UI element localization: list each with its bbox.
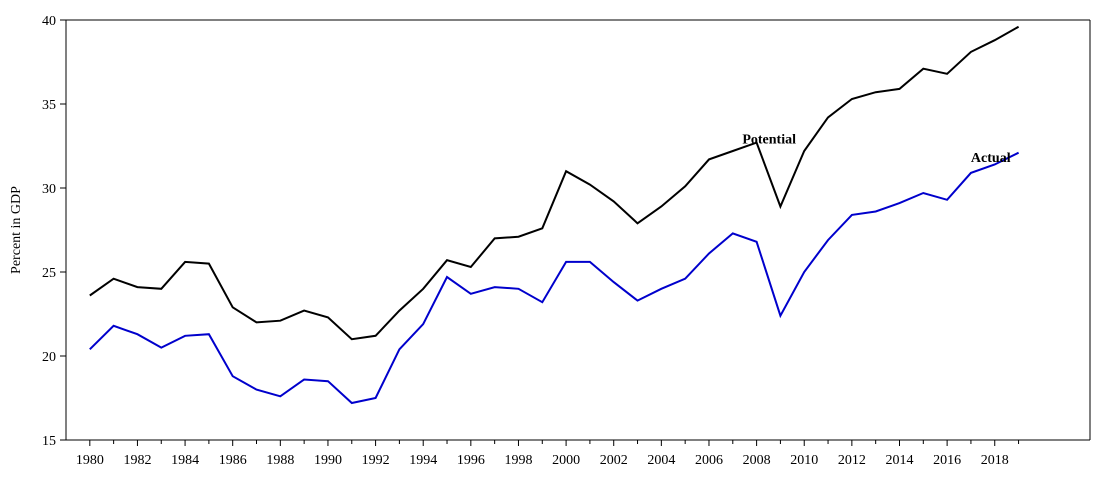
- x-tick-label: 1998: [504, 453, 532, 468]
- x-tick-label: 1984: [171, 453, 199, 468]
- x-tick-label: 1992: [362, 453, 390, 468]
- series-line-actual: [89, 151, 1020, 405]
- x-tick-label: 1990: [314, 453, 342, 468]
- y-tick-label: 30: [42, 182, 56, 197]
- x-tick-label: 2016: [933, 453, 961, 468]
- x-tick-label: 2004: [647, 453, 675, 468]
- x-tick-label: 2006: [695, 453, 723, 468]
- series-labels: Potential Actual: [742, 132, 1010, 166]
- x-tick-label: 1996: [457, 453, 485, 468]
- y-tick-label: 40: [42, 14, 56, 29]
- x-tick-label: 2010: [790, 453, 818, 468]
- x-tick-label: 2008: [743, 453, 771, 468]
- axes: 15 20 25 30 35 40 1980 1982 1984 1986 1988 1990 1992…: [42, 14, 1091, 468]
- x-tick-label: 2012: [838, 453, 866, 468]
- y-tick-label: 25: [42, 266, 56, 281]
- x-tick-label: 2000: [552, 453, 580, 468]
- x-tick-label: 2002: [600, 453, 628, 468]
- series-lines: [89, 25, 1020, 405]
- y-tick-label: 20: [42, 350, 56, 365]
- x-tick-label: 2018: [981, 453, 1009, 468]
- x-tick-label: 1988: [266, 453, 294, 468]
- y-tick-label: 35: [42, 98, 56, 113]
- x-tick-label: 2014: [885, 453, 913, 468]
- x-tick-label: 1986: [219, 453, 247, 468]
- series-label-actual: Actual: [971, 151, 1011, 166]
- x-tick-label: 1980: [76, 453, 104, 468]
- y-tick-label: 15: [42, 434, 56, 449]
- x-tick-label: 1982: [123, 453, 151, 468]
- series-label-potential: Potential: [742, 132, 796, 147]
- y-axis-title: Percent in GDP: [9, 186, 24, 274]
- x-tick-label: 1994: [409, 453, 437, 468]
- series-line-potential: [89, 25, 1020, 341]
